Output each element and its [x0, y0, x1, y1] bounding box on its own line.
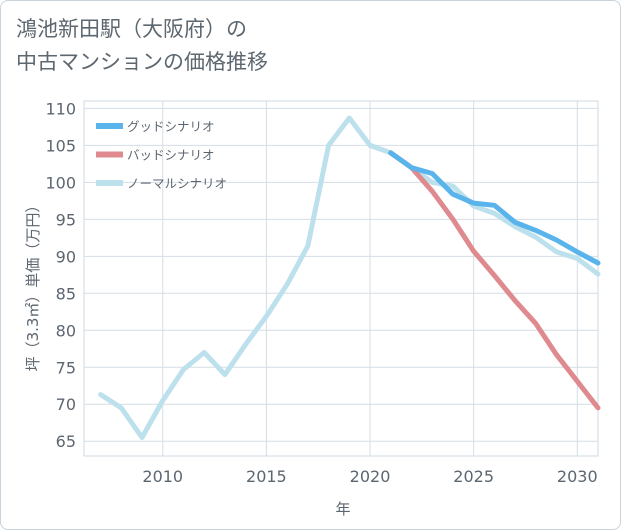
series-line-good [388, 150, 601, 266]
y-tick-label: 95 [56, 210, 76, 229]
y-tick-label: 80 [56, 321, 76, 340]
y-tick-label: 110 [45, 99, 76, 118]
legend-label: ノーマルシナリオ [127, 176, 227, 191]
chart-title-line-1: 鴻池新田駅（大阪府）の [16, 17, 247, 41]
y-tick-label: 70 [56, 395, 76, 414]
y-tick-label: 85 [56, 284, 76, 303]
x-tick-label: 2010 [142, 467, 183, 486]
chart-title-line-2: 中古マンションの価格推移 [16, 50, 268, 74]
series-line-bad [388, 150, 601, 411]
x-tick-label: 2015 [246, 467, 287, 486]
x-tick-label: 2025 [453, 467, 494, 486]
x-tick-label: 2030 [557, 467, 598, 486]
y-tick-label: 100 [45, 173, 76, 192]
plot-area [83, 100, 599, 457]
legend-label: グッドシナリオ [127, 119, 215, 134]
y-tick-label: 90 [56, 247, 76, 266]
x-axis-label: 年 [335, 500, 350, 518]
y-tick-label: 75 [56, 358, 76, 377]
y-tick-label: 105 [45, 136, 76, 155]
series-line-normal [98, 115, 601, 440]
y-axis-label: 坪（3.3㎡）単価（万円） [24, 198, 42, 372]
chart-title: 鴻池新田駅（大阪府）の 中古マンションの価格推移 [16, 13, 268, 79]
x-tick-label: 2020 [350, 467, 391, 486]
y-tick-label: 65 [56, 432, 76, 451]
legend-label: バッドシナリオ [127, 148, 215, 163]
